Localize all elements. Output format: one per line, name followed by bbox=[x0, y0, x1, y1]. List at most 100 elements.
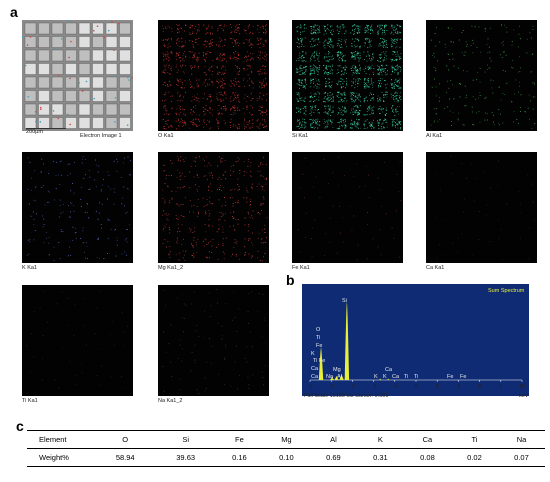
peak-label: Ti bbox=[404, 374, 409, 380]
map-label: Ti Ka1 bbox=[22, 398, 38, 404]
x-tick-label: 7 bbox=[457, 384, 461, 390]
peak-label: K bbox=[383, 374, 387, 380]
map-electron-image bbox=[22, 20, 133, 131]
sum-spectrum-plot bbox=[302, 284, 529, 396]
x-tick-label: 2 bbox=[352, 384, 356, 390]
peak-label: Ca bbox=[311, 366, 319, 372]
panel-label-c: c bbox=[16, 418, 24, 434]
table-cell: Weight% bbox=[27, 448, 95, 467]
map-label: Al Ka1 bbox=[426, 133, 443, 139]
map-label: Mg Ka1_2 bbox=[158, 265, 184, 271]
peak-label: Ti Fe bbox=[313, 358, 326, 364]
map-svg bbox=[434, 156, 536, 260]
table-cell: 0.02 bbox=[450, 448, 498, 467]
peak-label: Ti bbox=[414, 374, 419, 380]
panel-label-b: b bbox=[286, 272, 295, 288]
map-svg bbox=[26, 290, 128, 393]
spectrum-peak-k bbox=[377, 378, 383, 381]
map-label: Ca Ka1 bbox=[426, 265, 445, 271]
peak-label: Fe bbox=[316, 343, 323, 349]
peak-label: Ca bbox=[392, 374, 400, 380]
x-tick-label: 3 bbox=[373, 384, 377, 390]
map-na bbox=[158, 285, 269, 396]
map-si bbox=[292, 20, 403, 131]
weight-table: Element O Si Fe Mg Al K Ca Ti Na Weight%… bbox=[27, 430, 545, 467]
map-label: K Ka1 bbox=[22, 265, 37, 271]
x-tick-label: 10 bbox=[519, 384, 526, 390]
peak-label: Na bbox=[326, 374, 334, 380]
map-k bbox=[22, 152, 133, 263]
peak-label: K bbox=[311, 351, 315, 357]
spectrum-peak-al bbox=[339, 374, 344, 380]
table-cell: Element bbox=[27, 430, 95, 449]
peak-label: Ti bbox=[316, 335, 321, 341]
table-cell: K bbox=[356, 430, 404, 449]
spectrum-footer: Full Scale 15150 cts Cursor: 0.000 bbox=[304, 393, 389, 399]
table-cell: 0.10 bbox=[262, 448, 310, 467]
peak-label: Si bbox=[342, 298, 347, 304]
table-cell: Si bbox=[155, 430, 216, 449]
map-svg bbox=[162, 24, 268, 130]
spectrum-peak-mg bbox=[334, 375, 339, 380]
peak-label: Ca bbox=[385, 367, 393, 373]
spectrum-peak-si bbox=[344, 302, 350, 380]
peak-label: Ca bbox=[311, 374, 319, 380]
table-cell: O bbox=[95, 430, 156, 449]
spectrum-peak-ca bbox=[386, 378, 391, 381]
table-cell: Ti bbox=[450, 430, 498, 449]
table-cell: Mg bbox=[262, 430, 310, 449]
table-cell: 0.69 bbox=[309, 448, 357, 467]
table-header-row: Element O Si Fe Mg Al K Ca Ti Na bbox=[27, 430, 545, 449]
map-al bbox=[426, 20, 537, 131]
table-cell: Al bbox=[309, 430, 357, 449]
table-cell: 58.94 bbox=[95, 448, 156, 467]
table-cell: 39.63 bbox=[155, 448, 216, 467]
spectrum-title: Sum Spectrum bbox=[488, 288, 525, 294]
map-label: Na Ka1_2 bbox=[158, 398, 183, 404]
table-cell: 0.31 bbox=[356, 448, 404, 467]
peak-label: Fe bbox=[460, 374, 467, 380]
peak-label: Al bbox=[337, 374, 342, 380]
table-cell: 0.16 bbox=[215, 448, 263, 467]
spectrum-peak-o bbox=[318, 347, 324, 380]
map-svg bbox=[430, 24, 536, 129]
x-tick-label: 1 bbox=[331, 384, 335, 390]
x-tick-label: 9 bbox=[499, 384, 503, 390]
table-cell: 0.07 bbox=[497, 448, 545, 467]
table-cell: Fe bbox=[215, 430, 263, 449]
table-cell: Na bbox=[497, 430, 545, 449]
spectrum-unit: keV bbox=[519, 393, 529, 399]
x-tick-label: 5 bbox=[415, 384, 419, 390]
map-o bbox=[158, 20, 269, 131]
peak-label: Fe bbox=[447, 374, 454, 380]
map-svg bbox=[296, 24, 402, 130]
spectrum-peak-na bbox=[329, 376, 335, 380]
table-cell: Ca bbox=[403, 430, 451, 449]
electron-image-svg bbox=[22, 20, 133, 131]
map-svg bbox=[162, 289, 267, 394]
map-fe bbox=[292, 152, 403, 263]
table-cell: 0.08 bbox=[403, 448, 451, 467]
map-svg bbox=[162, 156, 268, 262]
map-ca bbox=[426, 152, 537, 263]
x-tick-label: 6 bbox=[436, 384, 440, 390]
scalebar: 200µm bbox=[26, 128, 66, 135]
map-mg bbox=[158, 152, 269, 263]
peak-label: K bbox=[374, 374, 378, 380]
map-ti bbox=[22, 285, 133, 396]
x-tick-label: 4 bbox=[394, 384, 398, 390]
table-row: Weight% 58.94 39.63 0.16 0.10 0.69 0.31 … bbox=[27, 448, 545, 467]
map-svg bbox=[297, 156, 402, 261]
map-label: O Ka1 bbox=[158, 133, 174, 139]
map-label: Fe Ka1 bbox=[292, 265, 310, 271]
scalebar-label: 200µm bbox=[26, 129, 43, 135]
panel-label-a: a bbox=[10, 4, 18, 20]
map-svg bbox=[26, 156, 131, 262]
peak-label: O bbox=[316, 327, 321, 333]
x-tick-label: 0 bbox=[309, 384, 313, 390]
map-label: Electron Image 1 bbox=[80, 133, 122, 139]
map-label: Si Ka1 bbox=[292, 133, 309, 139]
spectrum-svg bbox=[309, 302, 523, 382]
peak-label: Mg bbox=[333, 367, 341, 373]
x-tick-label: 8 bbox=[478, 384, 482, 390]
